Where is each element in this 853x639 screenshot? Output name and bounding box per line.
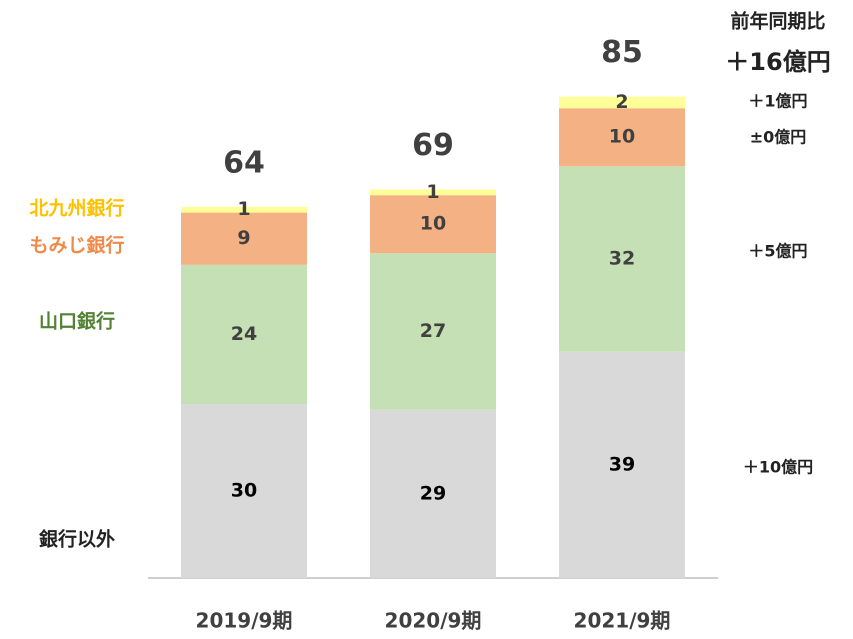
bar-segment bbox=[181, 264, 307, 404]
x-tick-label: 2020/9期 bbox=[385, 609, 482, 633]
value-label: 1 bbox=[237, 198, 250, 220]
value-label: 9 bbox=[237, 227, 250, 249]
change-label: ＋1億円 bbox=[748, 92, 807, 111]
value-label: 10 bbox=[420, 213, 446, 235]
legend-label: 北九州銀行 bbox=[29, 197, 124, 220]
bar-segment bbox=[181, 206, 307, 213]
legend-label: 銀行以外 bbox=[39, 528, 115, 551]
bar-segment bbox=[559, 108, 685, 167]
change-title: 前年同期比 bbox=[730, 10, 825, 33]
bar-segment bbox=[370, 189, 496, 196]
bar-segment bbox=[559, 351, 685, 578]
x-tick-label: 2021/9期 bbox=[574, 609, 671, 633]
bar-segment bbox=[370, 253, 496, 410]
x-tick-label: 2019/9期 bbox=[196, 609, 293, 633]
total-label: 69 bbox=[412, 128, 454, 163]
legend-label: もみじ銀行 bbox=[29, 234, 124, 257]
value-label: 10 bbox=[609, 126, 635, 148]
bar-segment bbox=[370, 409, 496, 578]
legend-label: 山口銀行 bbox=[39, 310, 115, 333]
bar-segment bbox=[370, 195, 496, 254]
value-label: 32 bbox=[609, 248, 635, 270]
bar-segment bbox=[181, 404, 307, 578]
total-label: 64 bbox=[223, 145, 265, 180]
change-label: ＋10億円 bbox=[743, 458, 813, 477]
total-label: 85 bbox=[601, 35, 643, 70]
change-label: ±0億円 bbox=[750, 128, 807, 147]
value-label: 29 bbox=[420, 482, 446, 504]
bar-segment bbox=[559, 96, 685, 109]
value-label: 24 bbox=[231, 323, 257, 345]
value-label: 1 bbox=[426, 181, 439, 203]
value-label: 2 bbox=[615, 91, 628, 113]
bar-segment bbox=[559, 166, 685, 352]
value-label: 30 bbox=[231, 480, 257, 502]
value-label: 27 bbox=[420, 320, 446, 342]
change-total: ＋16億円 bbox=[725, 48, 830, 76]
value-label: 39 bbox=[609, 453, 635, 475]
change-label: ＋5億円 bbox=[748, 242, 807, 261]
bar-segment bbox=[181, 212, 307, 265]
